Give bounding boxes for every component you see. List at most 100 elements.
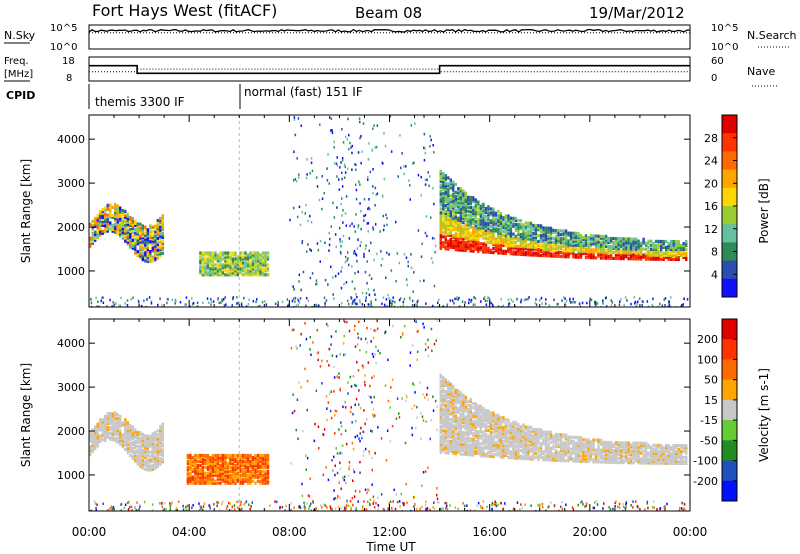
echo-cell — [534, 247, 538, 251]
echo-cell — [119, 228, 122, 232]
echo-cell — [229, 265, 232, 269]
echo-cell — [537, 440, 540, 444]
echo-cell — [617, 253, 620, 257]
echo-cell — [114, 411, 117, 415]
echo-cell — [126, 234, 129, 238]
echo-cell — [472, 445, 475, 449]
echo-cell — [462, 403, 465, 407]
echo-cell — [442, 305, 445, 307]
echo-cell — [146, 242, 149, 246]
echo-cell — [146, 436, 149, 440]
echo-cell — [609, 450, 613, 454]
echo-cell — [604, 256, 608, 260]
echo-cell — [637, 253, 640, 257]
echo-cell — [139, 238, 142, 242]
echo-cell — [554, 242, 558, 246]
echo-cell — [457, 189, 460, 193]
echo-cell — [572, 255, 575, 259]
echo-cell — [634, 239, 638, 243]
echo-cell — [474, 239, 477, 243]
echo-cell — [469, 215, 472, 219]
echo-cell — [390, 305, 392, 307]
echo-cell — [494, 243, 498, 247]
echo-cell — [261, 477, 265, 481]
echo-cell — [552, 452, 555, 456]
echo-cell — [457, 226, 460, 230]
echo-cell — [484, 210, 488, 215]
echo-cell — [497, 221, 500, 225]
echo-cell — [156, 250, 159, 254]
echo-cell — [539, 234, 543, 238]
echo-cell — [582, 242, 585, 246]
echo-cell — [191, 455, 195, 460]
echo-cell — [534, 447, 538, 451]
echo-cell — [549, 226, 553, 230]
echo-cell — [537, 428, 540, 432]
echo-cell — [368, 198, 370, 201]
echo-cell — [522, 454, 525, 459]
echo-cell — [517, 438, 520, 442]
echo-cell — [462, 436, 465, 441]
echo-cell — [581, 301, 584, 305]
echo-cell — [482, 212, 485, 216]
echo-cell — [209, 463, 212, 467]
echo-cell — [472, 423, 475, 427]
echo-cell — [509, 218, 513, 222]
echo-cell — [637, 300, 639, 304]
echo-cell — [464, 215, 467, 219]
echo-cell — [567, 455, 570, 459]
echo-cell — [497, 421, 500, 425]
echo-cell — [459, 236, 462, 240]
echo-cell — [104, 206, 107, 210]
echo-cell — [454, 394, 457, 398]
echo-cell — [341, 302, 343, 305]
echo-cell — [624, 251, 628, 255]
echo-cell — [482, 226, 485, 230]
echo-cell — [367, 175, 369, 179]
echo-cell — [442, 387, 445, 391]
echo-cell — [114, 228, 117, 232]
echo-cell — [487, 226, 490, 231]
echo-cell — [204, 261, 207, 265]
echo-cell — [146, 254, 149, 258]
echo-cell — [256, 261, 260, 265]
echo-cell — [339, 166, 341, 169]
echo-cell — [487, 450, 490, 454]
echo-cell — [519, 433, 523, 437]
echo-cell — [344, 212, 347, 215]
echo-cell — [464, 409, 467, 413]
echo-cell — [599, 236, 603, 240]
echo-cell — [417, 299, 419, 302]
echo-cell — [504, 430, 508, 434]
echo-cell — [547, 438, 550, 442]
echo-cell — [589, 244, 593, 248]
echo-cell — [452, 430, 455, 434]
echo-cell — [154, 462, 157, 466]
echo-cell — [149, 466, 152, 470]
echo-cell — [114, 421, 117, 425]
echo-cell — [477, 244, 480, 248]
echo-cell — [614, 452, 618, 457]
echo-cell — [512, 420, 515, 424]
echo-cell — [487, 246, 490, 250]
echo-cell — [569, 457, 573, 461]
echo-cell — [542, 450, 545, 454]
echo-cell — [439, 217, 442, 221]
echo-cell — [94, 443, 97, 447]
echo-cell — [467, 221, 470, 225]
echo-cell — [646, 300, 649, 303]
echo-cell — [672, 257, 675, 261]
echo-cell — [449, 237, 452, 241]
echo-cell — [542, 248, 545, 252]
echo-cell — [562, 455, 565, 459]
echo-cell — [256, 455, 260, 460]
echo-cell — [504, 426, 508, 430]
echo-cell — [569, 233, 573, 237]
echo-cell — [372, 185, 374, 188]
echo-cell — [159, 431, 162, 435]
echo-cell — [266, 465, 270, 469]
echo-cell — [462, 228, 465, 233]
echo-cell — [449, 186, 452, 190]
echo-cell — [487, 436, 490, 440]
echo-cell — [562, 253, 565, 257]
